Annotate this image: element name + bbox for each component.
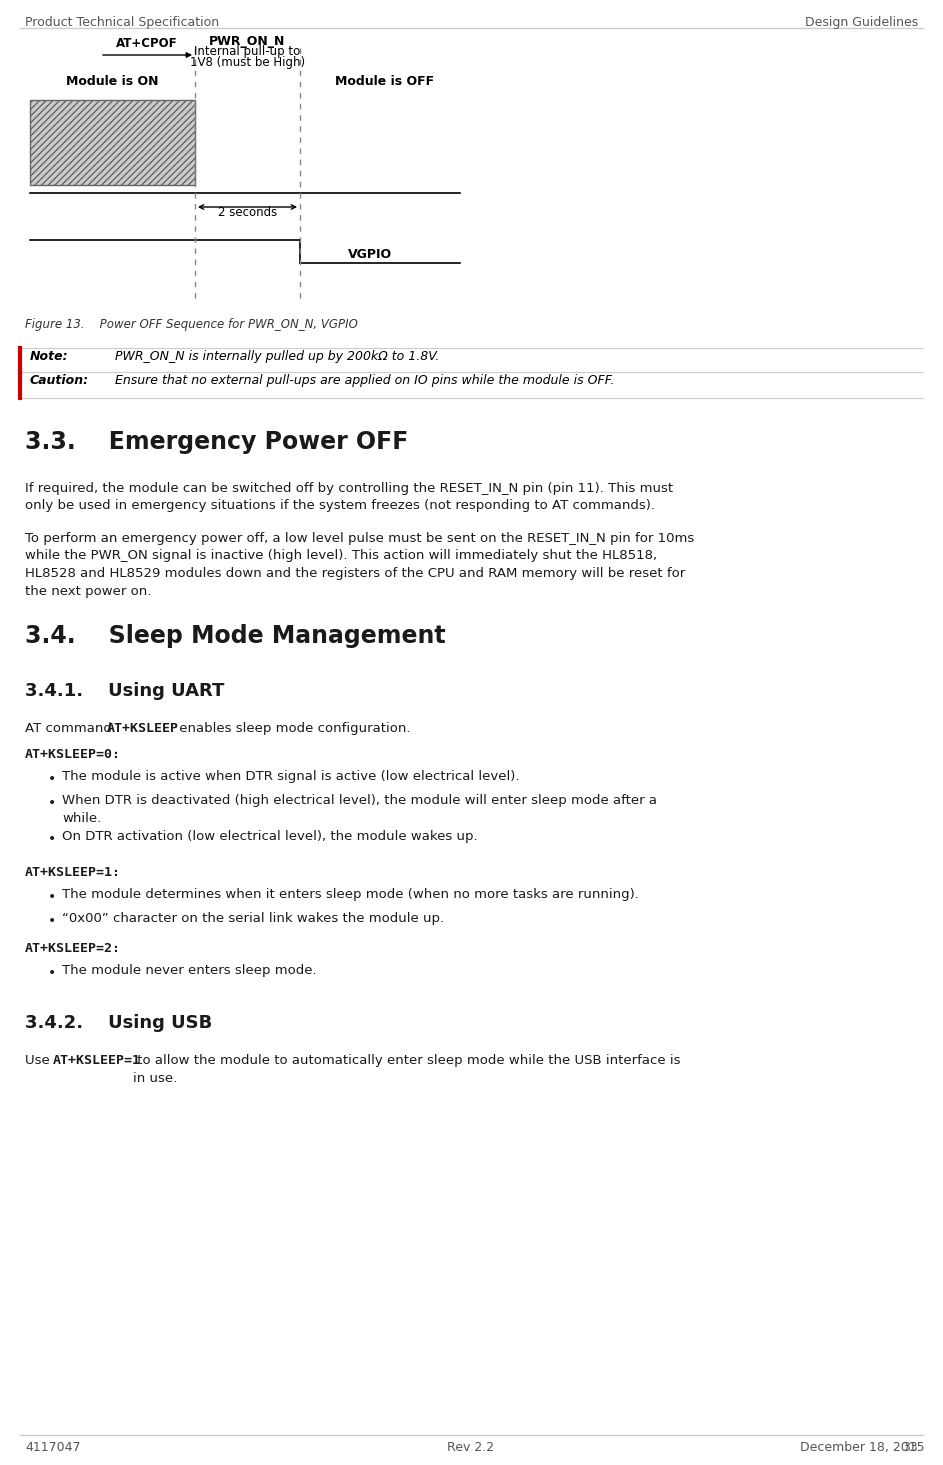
Text: •: • — [48, 965, 57, 980]
Text: Use: Use — [25, 1053, 54, 1067]
Text: Internal pull-up to: Internal pull-up to — [194, 45, 301, 59]
Text: 1V8 (must be High): 1V8 (must be High) — [190, 56, 306, 69]
Text: On DTR activation (low electrical level), the module wakes up.: On DTR activation (low electrical level)… — [62, 831, 477, 842]
Text: The module is active when DTR signal is active (low electrical level).: The module is active when DTR signal is … — [62, 771, 520, 782]
Text: •: • — [48, 795, 57, 810]
Text: 3.4.    Sleep Mode Management: 3.4. Sleep Mode Management — [25, 624, 446, 648]
Text: 3.4.2.    Using USB: 3.4.2. Using USB — [25, 1014, 212, 1031]
Text: Note:: Note: — [30, 350, 69, 363]
Text: Module is ON: Module is ON — [66, 75, 158, 88]
Text: enables sleep mode configuration.: enables sleep mode configuration. — [175, 722, 410, 735]
Text: 3.4.1.    Using UART: 3.4.1. Using UART — [25, 683, 224, 700]
Text: AT+KSLEEP=2:: AT+KSLEEP=2: — [25, 942, 121, 955]
Text: Rev 2.2: Rev 2.2 — [447, 1442, 494, 1453]
Text: Module is OFF: Module is OFF — [336, 75, 435, 88]
Text: •: • — [48, 832, 57, 845]
Text: PWR_ON_N is internally pulled up by 200kΩ to 1.8V.: PWR_ON_N is internally pulled up by 200k… — [115, 350, 439, 363]
Text: The module never enters sleep mode.: The module never enters sleep mode. — [62, 964, 317, 977]
Text: AT+KSLEEP: AT+KSLEEP — [107, 722, 179, 735]
Text: Ensure that no external pull-ups are applied on IO pins while the module is OFF.: Ensure that no external pull-ups are app… — [115, 374, 615, 387]
Text: Figure 13.    Power OFF Sequence for PWR_ON_N, VGPIO: Figure 13. Power OFF Sequence for PWR_ON… — [25, 318, 358, 331]
Text: If required, the module can be switched off by controlling the RESET_IN_N pin (p: If required, the module can be switched … — [25, 482, 673, 513]
Text: Product Technical Specification: Product Technical Specification — [25, 16, 219, 29]
Text: The module determines when it enters sleep mode (when no more tasks are running): The module determines when it enters sle… — [62, 888, 638, 901]
Text: •: • — [48, 891, 57, 904]
Text: AT command: AT command — [25, 722, 116, 735]
Text: AT+KSLEEP=1:: AT+KSLEEP=1: — [25, 866, 121, 879]
Text: •: • — [48, 772, 57, 787]
Text: 2 seconds: 2 seconds — [218, 207, 277, 218]
Text: 3.3.    Emergency Power OFF: 3.3. Emergency Power OFF — [25, 431, 408, 454]
Text: To perform an emergency power off, a low level pulse must be sent on the RESET_I: To perform an emergency power off, a low… — [25, 532, 694, 598]
Text: December 18, 2015: December 18, 2015 — [800, 1442, 925, 1453]
Text: Caution:: Caution: — [30, 374, 90, 387]
Text: 33: 33 — [902, 1442, 918, 1453]
Text: AT+KSLEEP=0:: AT+KSLEEP=0: — [25, 749, 121, 760]
Text: Design Guidelines: Design Guidelines — [804, 16, 918, 29]
Text: PWR_ON_N: PWR_ON_N — [209, 35, 286, 48]
Text: AT+KSLEEP=1: AT+KSLEEP=1 — [53, 1053, 141, 1067]
Text: “0x00” character on the serial link wakes the module up.: “0x00” character on the serial link wake… — [62, 913, 444, 924]
Text: to allow the module to automatically enter sleep mode while the USB interface is: to allow the module to automatically ent… — [133, 1053, 681, 1084]
Text: AT+CPOF: AT+CPOF — [116, 37, 178, 50]
Text: VGPIO: VGPIO — [348, 249, 392, 261]
Text: •: • — [48, 914, 57, 927]
Text: When DTR is deactivated (high electrical level), the module will enter sleep mod: When DTR is deactivated (high electrical… — [62, 794, 657, 825]
Bar — [30, 100, 195, 185]
Text: 4117047: 4117047 — [25, 1442, 80, 1453]
